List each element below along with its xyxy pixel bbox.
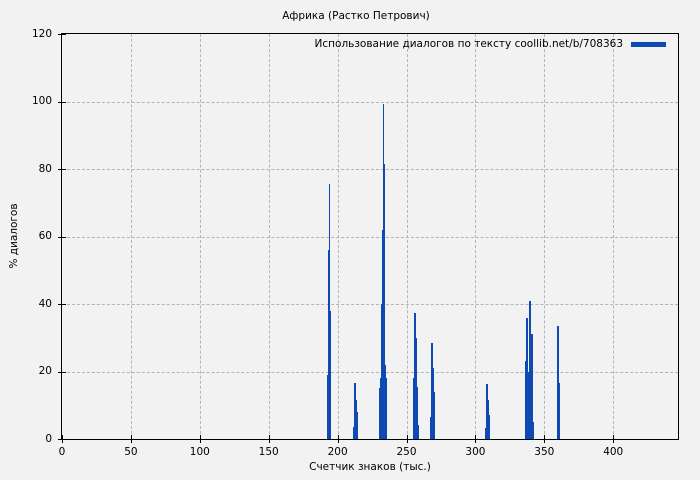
- impulse-bar: [526, 317, 528, 439]
- impulse-bar: [416, 387, 418, 439]
- x-tick-mark: [199, 435, 201, 443]
- impulse-bar: [487, 400, 489, 439]
- y-tick-mark: [58, 304, 66, 305]
- impulse-bar: [527, 371, 529, 439]
- impulse-bar: [356, 412, 358, 439]
- impulse-bar: [413, 378, 415, 439]
- x-tick-label: 400: [603, 446, 624, 458]
- impulse-bar: [326, 374, 329, 439]
- impulse-bar: [383, 163, 385, 439]
- y-tick-label: 20: [38, 365, 52, 377]
- y-tick-label: 80: [38, 162, 52, 175]
- y-gridline: [62, 236, 678, 238]
- x-tick-label: 200: [327, 446, 348, 458]
- y-tick-label: 40: [38, 297, 52, 310]
- y-tick-label: 0: [45, 432, 52, 445]
- impulse-bar: [530, 383, 532, 439]
- impulse-bar: [379, 388, 381, 439]
- impulse-bar: [380, 378, 382, 439]
- legend-swatch: [631, 41, 666, 47]
- x-tick-label: 150: [258, 446, 279, 458]
- y-tick-mark: [58, 169, 66, 170]
- y-tick-label: 60: [38, 230, 52, 242]
- y-gridline: [62, 169, 678, 170]
- impulse-bar: [531, 334, 533, 439]
- impulse-bar: [430, 417, 432, 439]
- x-tick-label: 50: [124, 446, 138, 458]
- x-tick-mark: [613, 435, 615, 443]
- impulse-bar: [557, 326, 559, 439]
- y-gridline: [62, 101, 678, 103]
- x-tick-label: 100: [189, 446, 210, 458]
- y-tick-mark: [58, 439, 66, 440]
- impulse-bar: [528, 425, 530, 439]
- x-tick-mark: [475, 435, 477, 443]
- impulse-bar: [328, 184, 331, 439]
- impulse-bar: [327, 250, 330, 439]
- impulse-bar: [525, 361, 527, 439]
- impulse-bar: [432, 368, 434, 439]
- x-tick-label: 300: [465, 446, 486, 458]
- y-tick-label: 120: [31, 27, 52, 40]
- impulse-bar: [354, 383, 356, 439]
- impulse-bar: [385, 378, 387, 439]
- y-gridline: [62, 371, 678, 373]
- x-tick-label: 350: [534, 446, 555, 458]
- x-tick-mark: [268, 435, 270, 443]
- x-tick-mark: [130, 435, 132, 443]
- x-axis-label: Счетчик знаков (тыс.): [309, 461, 431, 473]
- chart-title: Африка (Растко Петрович): [282, 10, 430, 22]
- y-tick-mark: [58, 34, 66, 35]
- impulse-bar: [414, 313, 416, 439]
- impulse-bar: [417, 424, 419, 439]
- impulse-bar: [433, 391, 435, 439]
- plot-area: Использование диалогов по тексту coollib…: [58, 33, 679, 443]
- impulse-bar: [532, 422, 534, 439]
- impulse-bar: [355, 400, 357, 439]
- impulse-bar: [529, 300, 531, 439]
- impulse-bar: [486, 384, 488, 439]
- x-tick-mark: [406, 435, 408, 443]
- y-gridline: [62, 304, 678, 305]
- y-tick-mark: [58, 101, 66, 103]
- impulse-bar: [352, 427, 355, 439]
- legend: Использование диалогов по тексту coollib…: [315, 38, 666, 50]
- x-tick-label: 0: [58, 446, 66, 458]
- impulse-bar: [485, 427, 487, 439]
- impulse-bar: [488, 415, 490, 439]
- x-tick-mark: [337, 435, 339, 443]
- impulse-bar: [415, 338, 417, 439]
- impulse-bar: [329, 310, 332, 439]
- impulse-bar: [558, 383, 560, 439]
- x-tick-label: 250: [396, 446, 417, 458]
- y-tick-mark: [58, 371, 66, 373]
- y-tick-mark: [58, 236, 66, 238]
- x-tick-mark: [544, 435, 546, 443]
- legend-label: Использование диалогов по тексту coollib…: [314, 38, 623, 50]
- impulse-bar: [431, 342, 433, 439]
- y-tick-label: 100: [31, 95, 52, 107]
- impulse-bar: [384, 364, 386, 439]
